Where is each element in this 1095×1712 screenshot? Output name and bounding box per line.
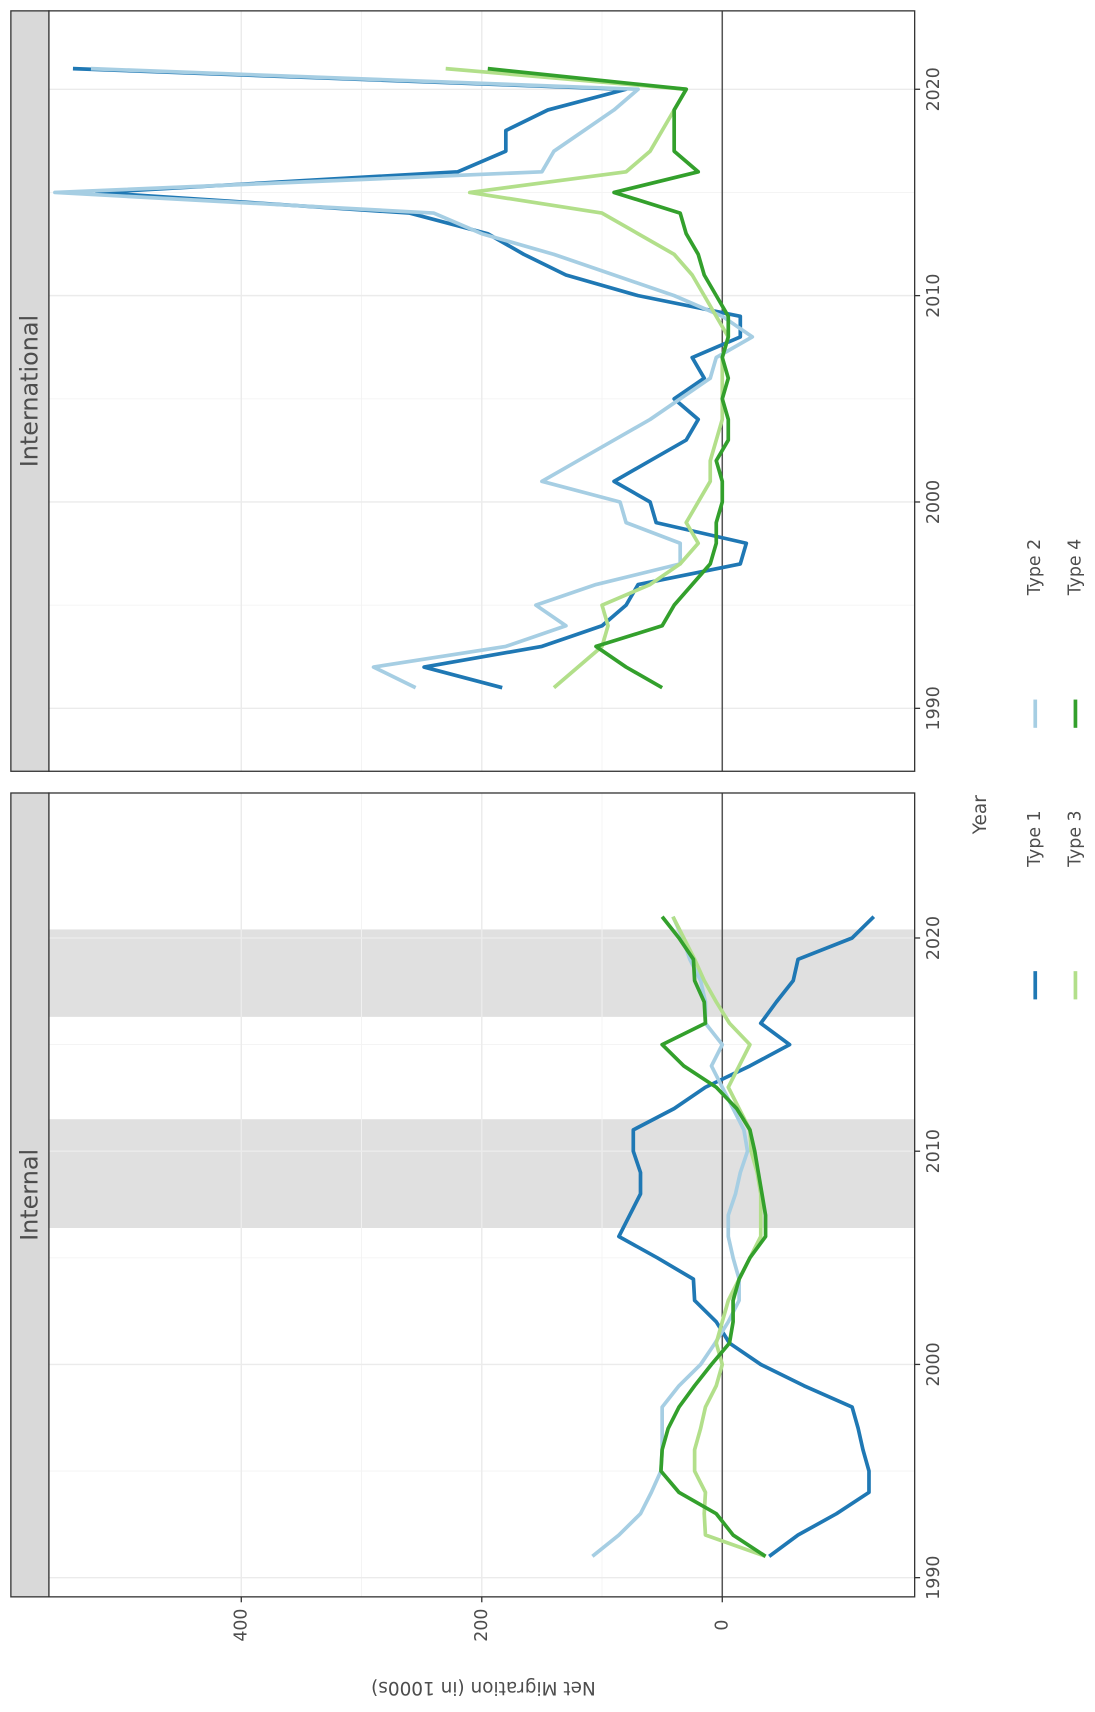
legend-label: Type 1 [1025,810,1045,868]
x-tick-label: 2010 [924,274,944,318]
x-axis-label: Year [970,795,991,835]
legend-label: Type 2 [1025,539,1045,597]
x-tick-label: 2020 [924,916,944,960]
legend-label: Type 3 [1065,810,1085,868]
y-tick-label: 200 [472,1609,492,1642]
facet-strip [10,792,50,1598]
x-tick-label: 2000 [924,1342,944,1386]
facet-strip [10,10,50,772]
y-axis-label: Net Migration (in 1000s) [371,1677,596,1698]
series-line [671,915,767,1559]
series-line [72,66,749,690]
series-line [487,66,731,690]
x-tick-label: 2000 [924,480,944,524]
y-tick-label: 400 [231,1609,251,1642]
legend-label: Type 4 [1065,539,1085,597]
x-tick-label: 1990 [924,1556,944,1600]
facet-title: Internal [15,1149,43,1241]
series-line [53,66,755,690]
x-tick-label: 2010 [924,1129,944,1173]
series-line [659,915,768,1558]
x-tick-label: 2020 [924,67,944,111]
series-line [617,915,876,1558]
facet-title: International [15,315,43,467]
series-line [445,66,731,690]
y-tick-label: 0 [712,1620,732,1631]
x-tick-label: 1990 [924,686,944,730]
